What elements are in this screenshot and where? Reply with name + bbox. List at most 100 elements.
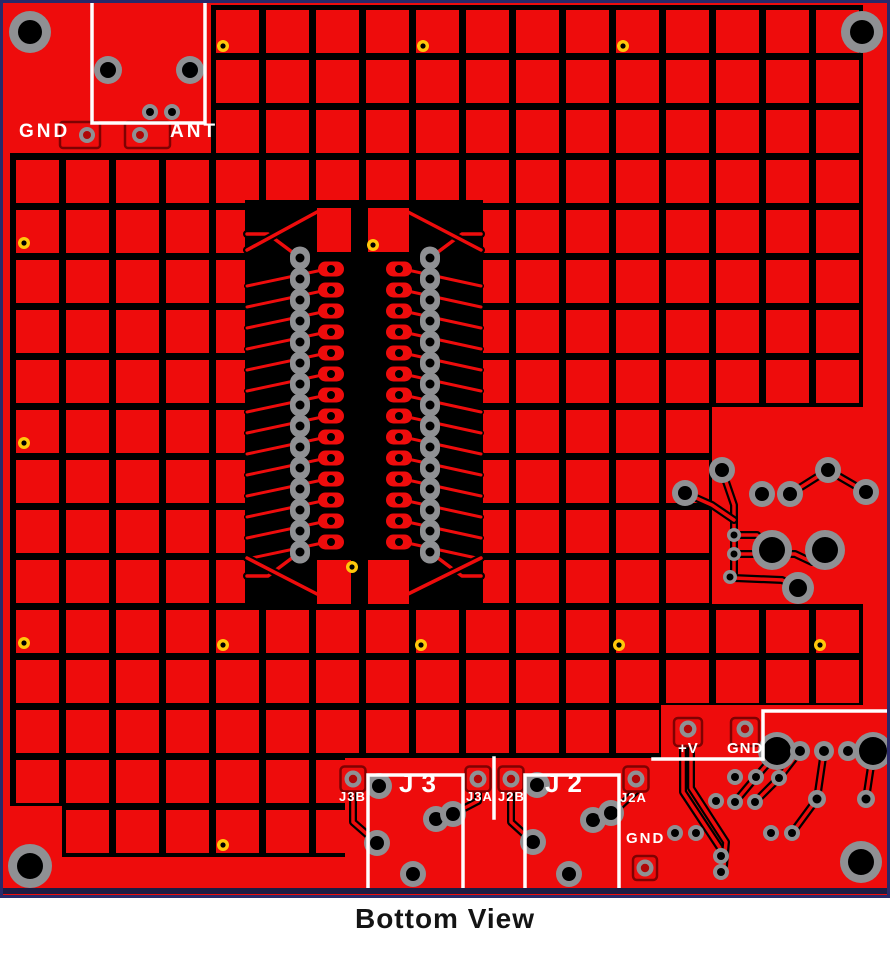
grid-square xyxy=(466,610,509,653)
drill-hole xyxy=(446,807,460,821)
board-border xyxy=(0,0,890,898)
grid-square xyxy=(266,760,309,803)
grid-square xyxy=(616,60,659,103)
drill-hole xyxy=(775,774,783,782)
grid-square xyxy=(216,160,259,203)
grid-square xyxy=(716,610,759,653)
thermal-pad xyxy=(317,208,351,252)
trace xyxy=(245,498,329,519)
drill-hole xyxy=(755,487,769,501)
drill-hole xyxy=(717,868,725,876)
grid-square xyxy=(116,810,159,853)
grid-square xyxy=(666,110,709,153)
grid-square xyxy=(366,10,409,53)
mounting-hole xyxy=(850,20,874,44)
grid-square xyxy=(166,410,209,453)
grid-square xyxy=(366,110,409,153)
grid-square xyxy=(466,160,509,203)
trace xyxy=(245,456,329,477)
drill-hole xyxy=(425,274,435,284)
drill-hole xyxy=(586,813,600,827)
trace xyxy=(428,232,483,260)
drill-hole xyxy=(731,798,739,806)
grid-square xyxy=(816,260,859,303)
grid-square xyxy=(566,360,609,403)
grid-square xyxy=(666,410,709,453)
trace xyxy=(245,210,319,252)
grid-square xyxy=(766,60,809,103)
grid-square xyxy=(116,610,159,653)
grid-square xyxy=(266,160,309,203)
trace xyxy=(401,372,483,393)
grid-square xyxy=(666,560,709,603)
drill-hole xyxy=(526,835,540,849)
label-gnd-bottom: GND xyxy=(626,830,666,847)
drill-hole xyxy=(795,746,805,756)
drill-hole xyxy=(395,538,403,546)
drill-hole xyxy=(327,475,335,483)
drill-hole xyxy=(759,537,785,563)
label-gnd-power: GND xyxy=(727,740,764,757)
trace xyxy=(245,519,329,540)
grid-square xyxy=(266,660,309,703)
silkscreen-line xyxy=(90,2,207,125)
drill-hole xyxy=(425,547,435,557)
via-hole xyxy=(817,642,823,648)
drill-hole xyxy=(683,724,693,734)
trace xyxy=(401,435,483,456)
grid-square xyxy=(266,810,309,853)
grid-square xyxy=(316,110,359,153)
grid-square xyxy=(566,160,609,203)
trace xyxy=(406,556,483,596)
label-j3: J3 xyxy=(399,768,444,798)
grid-square xyxy=(216,60,259,103)
grid-square xyxy=(666,210,709,253)
grid-square xyxy=(316,660,359,703)
drill-hole xyxy=(692,829,700,837)
grid-square xyxy=(566,710,609,753)
grid-square xyxy=(716,10,759,53)
trace xyxy=(245,309,329,330)
drill-hole xyxy=(295,379,305,389)
mounting-hole xyxy=(848,849,874,875)
drill-hole xyxy=(295,421,305,431)
grid-square xyxy=(616,160,659,203)
grid-square xyxy=(566,260,609,303)
drill-hole xyxy=(395,433,403,441)
trace xyxy=(245,267,329,288)
via-hole xyxy=(349,564,355,570)
grid-square xyxy=(166,310,209,353)
grid-square xyxy=(816,360,859,403)
drill-hole xyxy=(640,863,650,873)
grid-square xyxy=(516,660,559,703)
grid-square xyxy=(666,260,709,303)
grid-square xyxy=(66,810,109,853)
drill-hole xyxy=(327,496,335,504)
label-j2: J2 xyxy=(545,768,590,798)
grid-square xyxy=(566,560,609,603)
drill-hole xyxy=(295,253,305,263)
grid-square xyxy=(116,260,159,303)
view-caption: Bottom View xyxy=(354,903,536,934)
copper-zone xyxy=(712,407,884,604)
grid-square xyxy=(66,410,109,453)
trace xyxy=(245,414,329,435)
label-j2a: J2A xyxy=(620,790,647,805)
drill-hole xyxy=(395,454,403,462)
grid-square xyxy=(316,60,359,103)
drill-hole xyxy=(327,454,335,462)
drill-hole xyxy=(740,724,750,734)
trace xyxy=(245,372,329,393)
grid-square xyxy=(366,660,409,703)
grid-square xyxy=(66,460,109,503)
mounting-hole xyxy=(17,853,43,879)
drill-hole xyxy=(425,442,435,452)
label-ant: ANT xyxy=(170,121,219,142)
trace xyxy=(401,393,483,414)
label-j3b: J3B xyxy=(339,789,366,804)
drill-hole xyxy=(715,463,729,477)
drill-hole xyxy=(295,463,305,473)
trace xyxy=(245,556,319,596)
grid-square xyxy=(566,610,609,653)
grid-square xyxy=(666,610,709,653)
